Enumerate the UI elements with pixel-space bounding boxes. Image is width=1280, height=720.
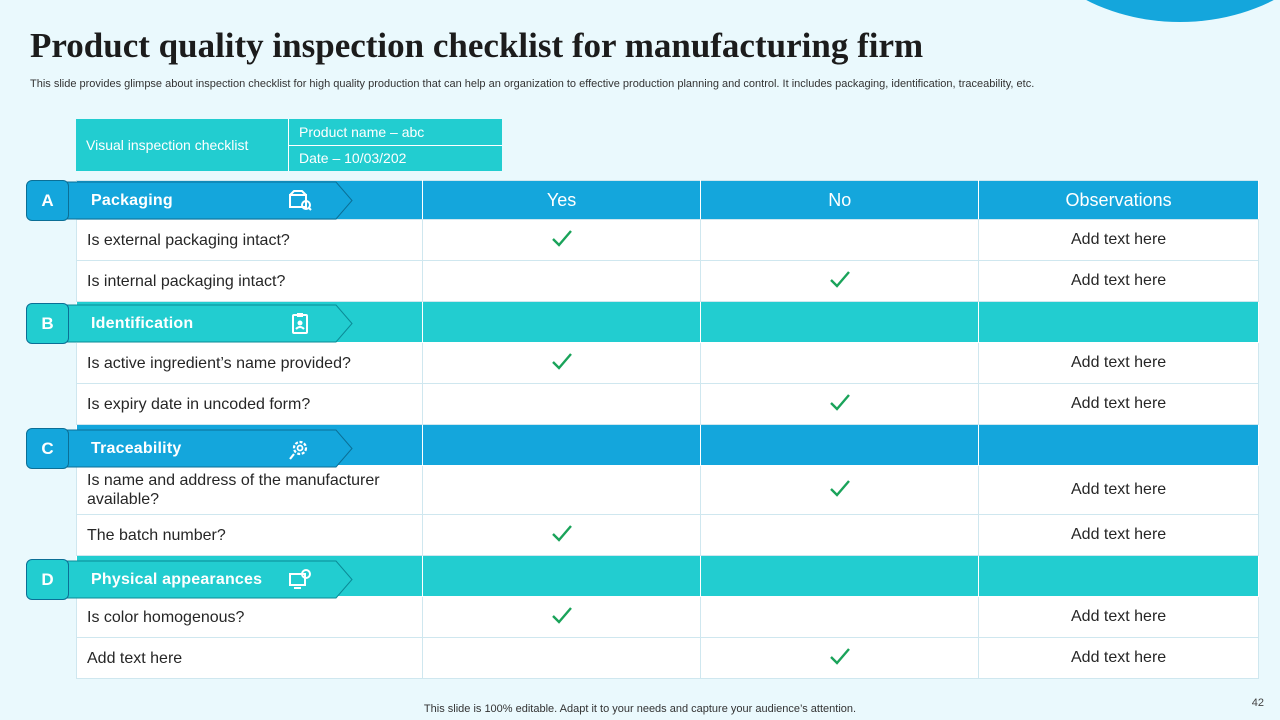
section-tag-physical: D Physical appearances <box>26 559 353 600</box>
yes-cell <box>421 383 702 425</box>
question-cell: The batch number? <box>76 514 423 556</box>
question-cell: Is name and address of the manufacturer … <box>76 465 423 515</box>
table-row: Is active ingredient’s name provided? Ad… <box>76 342 1259 384</box>
no-cell <box>700 465 980 515</box>
footer-note: This slide is 100% editable. Adapt it to… <box>423 703 857 715</box>
question-cell: Is external packaging intact? <box>76 219 423 261</box>
section-name: Identification <box>91 314 194 332</box>
table-row: Is external packaging intact? Add text h… <box>76 219 1259 261</box>
section-letter: D <box>26 559 69 600</box>
observation-cell: Add text here <box>978 514 1259 556</box>
info-box: Visual inspection checklist Product name… <box>76 119 502 171</box>
section-tag-traceability: C Traceability <box>26 428 353 469</box>
info-product: Product name – abc <box>288 119 502 146</box>
no-cell <box>700 219 980 261</box>
no-cell <box>700 514 980 556</box>
yes-cell <box>421 260 702 302</box>
page-title: Product quality inspection checklist for… <box>30 26 924 65</box>
table-row: Is internal packaging intact? Add text h… <box>76 260 1259 302</box>
no-cell <box>700 637 980 679</box>
section-name: Physical appearances <box>91 570 263 588</box>
observation-cell: Add text here <box>978 383 1259 425</box>
table-row: Is expiry date in uncoded form? Add text… <box>76 383 1259 425</box>
question-cell: Add text here <box>76 637 423 679</box>
section-letter: C <box>26 428 69 469</box>
section-letter: A <box>26 180 69 221</box>
page-number: 42 <box>1251 697 1264 709</box>
page-subtitle: This slide provides glimpse about inspec… <box>30 78 1035 90</box>
corner-decoration <box>1020 0 1280 22</box>
yes-cell <box>421 637 702 679</box>
question-cell: Is internal packaging intact? <box>76 260 423 302</box>
observation-cell: Add text here <box>978 342 1259 384</box>
check-icon <box>551 352 572 370</box>
observation-cell: Add text here <box>978 637 1259 679</box>
no-cell <box>700 383 980 425</box>
section-tag-packaging: A Packaging <box>26 180 353 221</box>
observation-cell: Add text here <box>978 219 1259 261</box>
observation-cell: Add text here <box>978 596 1259 638</box>
observation-cell: Add text here <box>978 260 1259 302</box>
box-icon <box>289 190 312 211</box>
section-name: Packaging <box>91 191 173 209</box>
yes-cell <box>421 465 702 515</box>
yes-cell <box>421 514 702 556</box>
yes-cell <box>421 342 702 384</box>
table-row: Is color homogenous? Add text here <box>76 596 1259 638</box>
check-icon <box>829 479 850 497</box>
checklist-table: Yes No Observations Is external packagin… <box>76 180 1259 679</box>
section-banner <box>66 181 353 220</box>
question-cell: Is expiry date in uncoded form? <box>76 383 423 425</box>
yes-cell <box>421 596 702 638</box>
info-date: Date – 10/03/202 <box>288 145 502 171</box>
section-tag-identification: B Identification <box>26 303 353 344</box>
table-row: Is name and address of the manufacturer … <box>76 465 1259 515</box>
section-row-physical <box>76 555 1259 597</box>
section-banner <box>66 304 353 343</box>
check-icon <box>551 229 572 247</box>
table-row: The batch number? Add text here <box>76 514 1259 556</box>
section-letter: B <box>26 303 69 344</box>
id-badge-icon <box>292 313 308 334</box>
check-icon <box>829 270 850 288</box>
info-label: Visual inspection checklist <box>76 119 288 171</box>
no-cell <box>700 260 980 302</box>
observation-cell: Add text here <box>978 465 1259 515</box>
monitor-icon <box>289 569 311 589</box>
no-cell <box>700 342 980 384</box>
header-no: No <box>700 180 980 220</box>
header-yes: Yes <box>421 180 702 220</box>
gear-search-icon <box>289 440 308 460</box>
check-icon <box>829 393 850 411</box>
table-row: Add text here Add text here <box>76 637 1259 679</box>
no-cell <box>700 596 980 638</box>
section-name: Traceability <box>91 439 182 457</box>
check-icon <box>551 606 572 624</box>
check-icon <box>829 647 850 665</box>
question-cell: Is active ingredient’s name provided? <box>76 342 423 384</box>
header-observations: Observations <box>978 180 1259 220</box>
section-banner <box>66 560 353 599</box>
question-cell: Is color homogenous? <box>76 596 423 638</box>
check-icon <box>551 524 572 542</box>
section-banner <box>66 429 353 468</box>
yes-cell <box>421 219 702 261</box>
